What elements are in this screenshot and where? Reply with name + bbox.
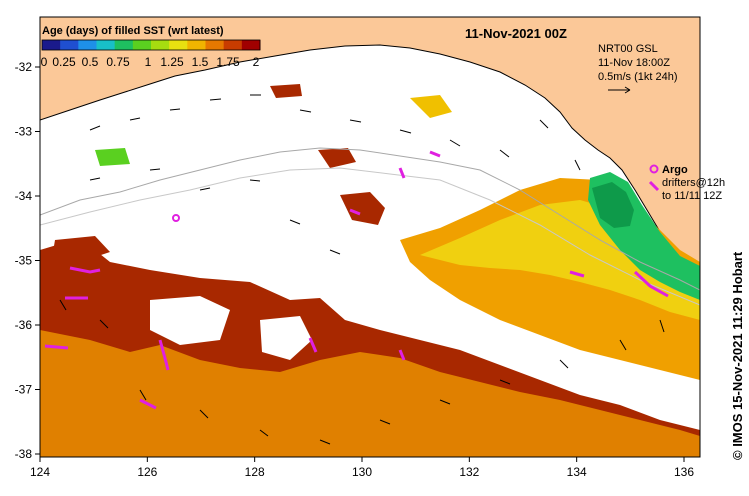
colorbar-tick-label: 0.5 bbox=[82, 55, 99, 69]
bathymetry-contour-2 bbox=[40, 167, 700, 306]
colorbar-frame bbox=[41, 39, 261, 51]
sst-age-patch-yellow-north bbox=[410, 95, 452, 118]
colorbar-swatch bbox=[114, 40, 134, 50]
sst-age-patch-green-west bbox=[95, 148, 130, 166]
argo-legend-track bbox=[648, 180, 660, 192]
y-tick-label: -37 bbox=[15, 383, 33, 397]
legend-line-3: 0.5m/s (1kt 24h) bbox=[598, 71, 677, 83]
x-tick-label: 134 bbox=[567, 465, 587, 479]
bathymetry-contour bbox=[40, 147, 700, 291]
sst-age-patch-mid2 bbox=[318, 148, 356, 168]
sst-age-zone-orange bbox=[40, 330, 700, 457]
x-tick-label: 128 bbox=[245, 465, 265, 479]
y-tick-label: -36 bbox=[15, 318, 33, 332]
colorbar-tick-label: 1.5 bbox=[192, 55, 209, 69]
colorbar-tick-label: 1.25 bbox=[160, 55, 184, 69]
colorbar-swatch bbox=[151, 40, 170, 50]
x-tick-label: 130 bbox=[352, 465, 372, 479]
y-tick-label: -38 bbox=[15, 447, 33, 461]
colorbar-tick-label: 0.75 bbox=[106, 55, 130, 69]
x-axis-ticks: 124 126 128 130 132 134 136 bbox=[30, 457, 694, 479]
current-vectors bbox=[59, 94, 665, 445]
argo-line-2: to 11/11 12Z bbox=[662, 190, 722, 202]
argo-float-marker bbox=[172, 214, 180, 222]
colorbar-title: Age (days) of filled SST (wrt latest) bbox=[42, 25, 224, 37]
legend-line-1: NRT00 GSL bbox=[598, 43, 658, 55]
colorbar-swatch bbox=[169, 40, 188, 50]
sst-age-patch-north bbox=[270, 84, 302, 98]
y-tick-label: -33 bbox=[15, 125, 33, 139]
colorbar-tick-label: 0.25 bbox=[52, 55, 76, 69]
legend-arrowhead bbox=[624, 86, 631, 94]
colorbar-tick-label: 1.75 bbox=[216, 55, 240, 69]
argo-legend-marker bbox=[649, 164, 659, 174]
x-tick-label: 124 bbox=[30, 465, 50, 479]
sst-age-patch-white-gap bbox=[150, 296, 230, 345]
argo-legend: Argo drifters@12h to 11/11 12Z bbox=[648, 164, 725, 202]
colorbar-swatch bbox=[205, 40, 225, 50]
colorbar-swatch bbox=[241, 40, 261, 50]
credit-text: © IMOS 15-Nov-2021 11:29 Hobart bbox=[730, 251, 745, 460]
legend-line-2: 11-Nov 18:00Z bbox=[598, 57, 670, 69]
sst-age-patch-west-red bbox=[52, 236, 110, 262]
sst-age-zone-dark-green bbox=[592, 182, 634, 228]
colorbar-tick-label: 2 bbox=[253, 55, 260, 69]
colorbar-swatch bbox=[42, 40, 61, 50]
argo-label: Argo bbox=[662, 164, 688, 176]
argo-line-1: drifters@12h bbox=[662, 177, 725, 189]
colorbar-swatch bbox=[96, 40, 116, 50]
colorbar-ticks: 0 0.25 0.5 0.75 1 1.25 1.5 1.75 2 bbox=[41, 55, 260, 69]
colorbar-swatch bbox=[223, 40, 243, 50]
x-tick-label: 126 bbox=[137, 465, 157, 479]
argo-tracks bbox=[44, 150, 669, 410]
y-tick-label: -35 bbox=[15, 254, 33, 268]
colorbar-swatch bbox=[60, 40, 79, 50]
colorbar-swatch bbox=[187, 40, 206, 50]
y-axis-ticks: -32 -33 -34 -35 -36 -37 -38 bbox=[15, 60, 40, 461]
vector-legend: NRT00 GSL 11-Nov 18:00Z 0.5m/s (1kt 24h) bbox=[598, 43, 677, 94]
map-title: 11-Nov-2021 00Z bbox=[465, 26, 567, 41]
colorbar-tick-label: 1 bbox=[145, 55, 152, 69]
sst-age-patch-mid bbox=[340, 192, 385, 225]
colorbar-tick-label: 0 bbox=[41, 55, 48, 69]
colorbar-swatches bbox=[42, 40, 261, 50]
plot-frame bbox=[39, 16, 701, 458]
x-tick-label: 136 bbox=[674, 465, 694, 479]
x-tick-label: 132 bbox=[459, 465, 479, 479]
colorbar-swatch bbox=[78, 40, 97, 50]
y-tick-label: -34 bbox=[15, 189, 33, 203]
sst-age-patch-white-gap2 bbox=[260, 316, 312, 360]
colorbar-swatch bbox=[132, 40, 152, 50]
y-tick-label: -32 bbox=[15, 60, 33, 74]
